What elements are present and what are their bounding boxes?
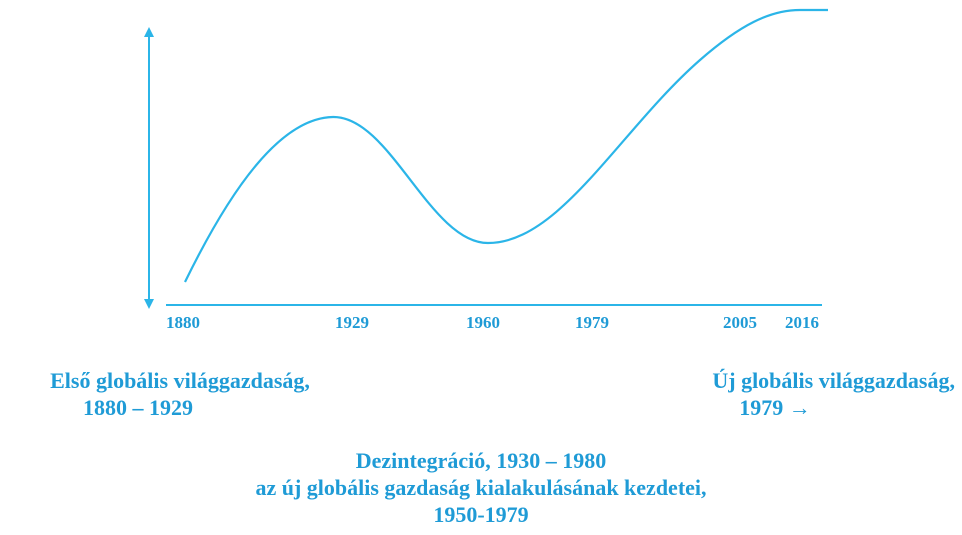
left-caption: 1880 – 1929 (83, 395, 193, 420)
left-caption: Első globális világgazdaság, (50, 368, 310, 393)
axis-label: 1979 (575, 313, 609, 332)
right-caption: Új globális világgazdaság, (712, 368, 955, 393)
center-caption: az új globális gazdaság kialakulásának k… (255, 475, 706, 500)
center-caption: Dezintegráció, 1930 – 1980 (356, 448, 607, 473)
center-caption: 1950-1979 (433, 502, 528, 527)
axis-label: 1929 (335, 313, 369, 332)
axis-label: 1880 (166, 313, 200, 332)
right-caption: 1979 → (739, 395, 811, 420)
curve (184, 8, 828, 283)
axis-label: 1960 (466, 313, 500, 332)
axis-label: 2016 (785, 313, 819, 332)
axis-label: 2005 (723, 313, 757, 332)
